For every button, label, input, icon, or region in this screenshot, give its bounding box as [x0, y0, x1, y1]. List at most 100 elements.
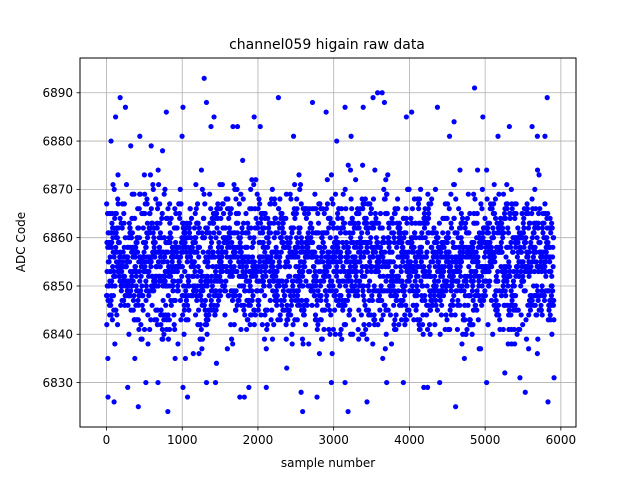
data-point [500, 191, 507, 197]
data-point [188, 235, 194, 241]
data-point [251, 181, 257, 188]
data-point [191, 264, 197, 270]
data-point [262, 268, 268, 275]
data-point [226, 225, 233, 231]
data-point [192, 312, 199, 318]
data-point [216, 230, 222, 236]
data-point [518, 312, 524, 318]
data-point [393, 264, 399, 270]
data-point [539, 312, 545, 318]
data-point [385, 307, 391, 313]
data-point [434, 239, 440, 246]
data-point [461, 288, 467, 294]
data-point [484, 379, 490, 386]
data-point [446, 133, 453, 139]
data-point [491, 230, 497, 236]
data-point [368, 268, 374, 275]
data-point [526, 249, 532, 255]
data-point [457, 167, 463, 173]
data-point [459, 239, 465, 246]
data-point [280, 239, 286, 246]
data-point [454, 264, 460, 270]
data-point [199, 346, 205, 352]
data-point [392, 210, 398, 217]
data-point [352, 254, 358, 260]
data-point [467, 293, 474, 299]
data-point [357, 235, 364, 241]
data-point [491, 210, 498, 217]
data-point [166, 317, 172, 323]
data-point [445, 230, 451, 236]
data-point [525, 254, 531, 260]
data-point [257, 123, 263, 130]
data-point [236, 201, 242, 207]
data-point [119, 268, 125, 275]
data-point [429, 196, 435, 202]
data-point [338, 254, 344, 260]
data-point [168, 235, 174, 241]
data-point [326, 273, 332, 279]
y-axis: 6830 6840 6850 6860 6870 6880 6890 [42, 86, 80, 390]
data-point [300, 283, 306, 289]
data-point [356, 307, 362, 313]
data-point [285, 317, 291, 323]
data-point [515, 307, 521, 313]
data-point [426, 322, 433, 328]
data-point [453, 404, 459, 410]
data-point [272, 201, 278, 207]
data-point [247, 283, 253, 289]
data-point [370, 341, 376, 347]
data-point [418, 249, 424, 255]
data-point [508, 186, 514, 192]
data-point [486, 268, 492, 275]
data-point [360, 293, 366, 299]
data-point [453, 196, 459, 202]
data-point [142, 259, 149, 265]
data-point [273, 273, 279, 279]
data-point [338, 206, 345, 212]
data-point [152, 278, 159, 284]
data-point [364, 220, 370, 226]
data-point [129, 283, 135, 289]
data-point [366, 288, 372, 294]
data-point [305, 210, 311, 217]
data-point [177, 186, 183, 192]
data-point [283, 322, 289, 328]
data-point [485, 230, 492, 236]
data-point [274, 230, 281, 236]
data-point [168, 302, 174, 308]
data-point [384, 379, 390, 386]
data-point [370, 95, 376, 101]
data-point [219, 181, 225, 188]
data-point [549, 220, 555, 226]
data-point [363, 215, 369, 221]
data-point [457, 302, 463, 308]
x-tick-label: 6000 [546, 433, 577, 447]
data-point [312, 312, 319, 318]
data-point [151, 288, 157, 294]
data-point [355, 326, 361, 333]
data-point [388, 288, 394, 294]
data-point [549, 254, 556, 260]
data-point [320, 259, 326, 265]
data-point [360, 283, 367, 289]
data-point [243, 210, 249, 217]
data-point [191, 259, 197, 265]
data-point [226, 293, 232, 299]
x-tick-label: 4000 [394, 433, 425, 447]
data-point [551, 375, 557, 381]
data-point [244, 326, 250, 333]
data-point [254, 288, 261, 294]
data-point [152, 239, 158, 246]
data-point [330, 283, 336, 289]
data-point [508, 239, 514, 246]
data-point [108, 138, 114, 144]
data-point [463, 278, 469, 284]
data-points [103, 75, 557, 415]
data-point [115, 225, 121, 231]
data-point [353, 177, 359, 183]
data-point [194, 273, 200, 279]
data-point [164, 215, 171, 221]
data-point [495, 302, 502, 308]
data-point [412, 278, 418, 284]
